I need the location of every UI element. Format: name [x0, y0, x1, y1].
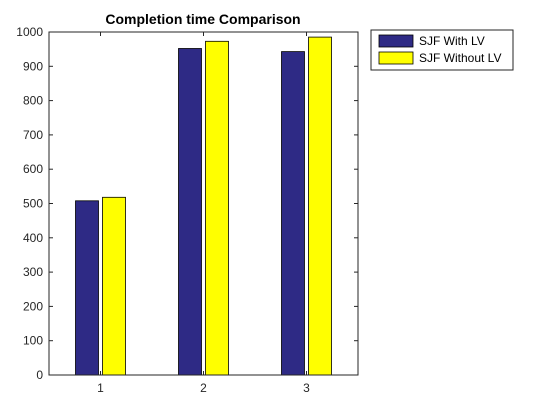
bar-without-lv-1: [102, 196, 126, 376]
plot-area: 0 100 200 300 400 500 600 700 800 900 1000 1 2 3: [16, 25, 359, 395]
x-tick-label: 3: [303, 381, 310, 395]
y-tick-label: 200: [23, 299, 43, 313]
bar-with-lv-3: [281, 51, 305, 376]
axes-background: [49, 32, 358, 375]
chart-title: Completion time Comparison: [105, 11, 300, 27]
bar-with-lv-2: [178, 48, 202, 376]
bar-without-lv-2: [205, 40, 229, 376]
y-tick-label: 700: [23, 128, 43, 142]
legend-swatch-without-lv: [378, 51, 414, 65]
y-tick-label: 1000: [16, 25, 43, 39]
y-tick-label: 100: [23, 334, 43, 348]
legend-label-without-lv: SJF Without LV: [419, 51, 501, 65]
y-tick-label: 900: [23, 59, 43, 73]
bar-without-lv-3: [308, 36, 332, 376]
y-tick-label: 400: [23, 231, 43, 245]
bar-with-lv-1: [75, 200, 99, 376]
legend-swatch-with-lv: [378, 34, 414, 48]
x-tick-label: 1: [97, 381, 104, 395]
legend: SJF With LV SJF Without LV: [370, 29, 514, 71]
y-tick-label: 500: [23, 197, 43, 211]
y-tick-label: 300: [23, 265, 43, 279]
y-tick-label: 0: [36, 368, 43, 382]
y-tick-label: 800: [23, 94, 43, 108]
y-tick-label: 600: [23, 162, 43, 176]
legend-label-with-lv: SJF With LV: [419, 34, 485, 48]
x-tick-label: 2: [200, 381, 207, 395]
